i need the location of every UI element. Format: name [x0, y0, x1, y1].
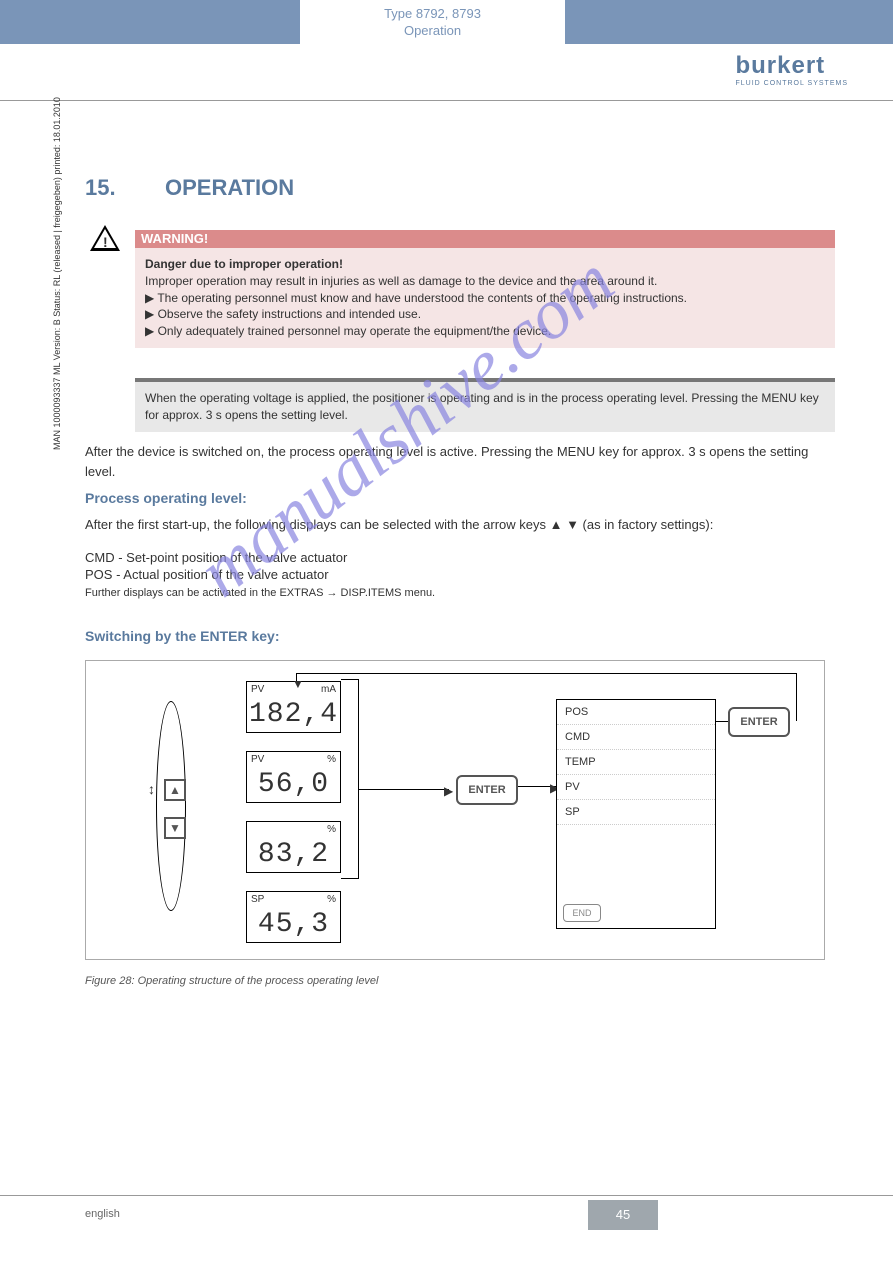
note-box: When the operating voltage is applied, t…: [135, 378, 835, 432]
lcd-bus-line: [341, 679, 359, 879]
footer-divider: [0, 1195, 893, 1196]
brand-logo: burkert FLUID CONTROL SYSTEMS: [735, 52, 848, 87]
header-center-block: Type 8792, 8793 Operation: [300, 0, 565, 44]
lcd-1-label: PV: [251, 684, 264, 695]
table-line-2: CMD - Set-point position of the valve ac…: [85, 548, 825, 568]
section-number: 15.: [85, 175, 116, 201]
lcd-4-value: 45,3: [247, 909, 340, 940]
return-line-2: [296, 673, 796, 674]
subheading-process-level: Process operating level:: [85, 488, 825, 509]
return-line-4: [796, 673, 797, 721]
menu-row-1: POS: [557, 700, 715, 725]
lcd-3-value: 83,2: [247, 839, 340, 870]
menu-row-2: CMD: [557, 725, 715, 750]
return-line-1: [716, 721, 728, 722]
lcd-3: % 83,2: [246, 821, 341, 873]
arrow-up-key: ▲: [164, 779, 186, 801]
updown-arrow-icon: ↕: [148, 781, 155, 797]
warning-bullet3: ▶ Only adequately trained personnel may …: [145, 323, 825, 340]
header-divider: [0, 100, 893, 101]
footer-language: english: [85, 1208, 120, 1220]
warning-bullet2: ▶ Observe the safety instructions and in…: [145, 306, 825, 323]
logo-tagline: FLUID CONTROL SYSTEMS: [735, 80, 848, 87]
lcd-1-unit: mA: [321, 684, 336, 695]
paragraph-1: After the device is switched on, the pro…: [85, 442, 825, 481]
menu-row-5: SP: [557, 800, 715, 825]
warning-body: Danger due to improper operation! Improp…: [135, 248, 835, 348]
warning-bullet1: ▶ The operating personnel must know and …: [145, 290, 825, 307]
footer-page-number: 45: [588, 1200, 658, 1230]
lcd-1-value: 182,4: [247, 699, 340, 730]
arrow-oval: [156, 701, 186, 911]
lcd-3-unit: %: [327, 824, 336, 835]
header-left-block: [0, 0, 300, 44]
warning-heading: WARNING!: [135, 230, 835, 248]
menu-box: POS CMD TEMP PV SP END: [556, 699, 716, 929]
menu-end: END: [563, 904, 601, 922]
lcd-4-label: SP: [251, 894, 264, 905]
enter-key-2: ENTER: [728, 707, 790, 737]
table-note: Further displays can be activated in the…: [85, 585, 825, 602]
lcd-2: PV % 56,0: [246, 751, 341, 803]
header-right-block: [565, 0, 893, 44]
menu-row-4: PV: [557, 775, 715, 800]
header-bar: Type 8792, 8793 Operation: [0, 0, 893, 46]
lcd-2-value: 56,0: [247, 769, 340, 800]
header-product-line: Type 8792, 8793 Operation: [300, 0, 565, 40]
return-arrow-icon: ▼: [292, 677, 304, 691]
lcd-4: SP % 45,3: [246, 891, 341, 943]
warning-line1: Danger due to improper operation!: [145, 256, 825, 273]
header-product: Type 8792, 8793: [300, 6, 565, 23]
lcd-4-unit: %: [327, 894, 336, 905]
section-title: OPERATION: [165, 175, 294, 201]
arrow-down-key: ▼: [164, 817, 186, 839]
side-release-text: MAN 1000093337 ML Version: B Status: RL …: [52, 0, 62, 450]
warning-icon: !: [90, 225, 120, 251]
warning-line2: Improper operation may result in injurie…: [145, 273, 825, 290]
menu-row-3: TEMP: [557, 750, 715, 775]
lcd-2-label: PV: [251, 754, 264, 765]
note-body: When the operating voltage is applied, t…: [135, 382, 835, 432]
table-line-1: POS - Actual position of the valve actua…: [85, 565, 825, 585]
header-section-label: Operation: [300, 23, 565, 40]
enter-key-1: ENTER: [456, 775, 518, 805]
figure-caption: Figure 28: Operating structure of the pr…: [85, 975, 379, 987]
paragraph-2: After the first start-up, the following …: [85, 515, 825, 535]
bus-arrow-icon: ▶: [444, 784, 453, 798]
lcd-2-unit: %: [327, 754, 336, 765]
operating-diagram: ↕ ▲ ▼ PV mA 182,4 PV % 56,0 % 83,2 SP % …: [85, 660, 825, 960]
bus-to-enter-line: [359, 789, 449, 790]
warning-box: WARNING! Danger due to improper operatio…: [135, 230, 835, 348]
logo-word: burkert: [735, 52, 848, 80]
subheading-enter: Switching by the ENTER key:: [85, 626, 825, 647]
